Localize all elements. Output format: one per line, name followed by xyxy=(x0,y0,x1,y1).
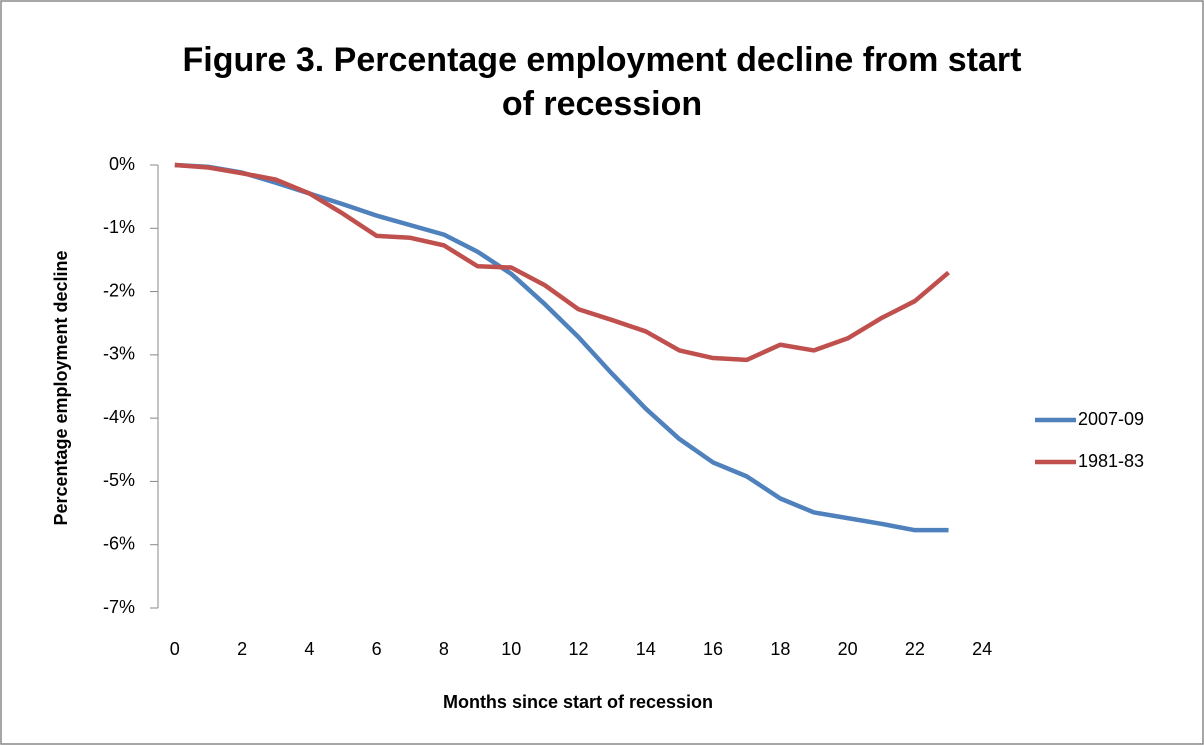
x-tick-label: 2 xyxy=(237,639,247,659)
x-tick-label: 12 xyxy=(568,639,588,659)
x-tick-label: 24 xyxy=(972,639,992,659)
y-tick-label: -1% xyxy=(103,217,135,237)
y-tick-label: -7% xyxy=(103,597,135,617)
x-tick-label: 18 xyxy=(770,639,790,659)
x-tick-label: 4 xyxy=(304,639,314,659)
x-tick-label: 20 xyxy=(838,639,858,659)
series-line xyxy=(174,162,950,363)
x-tick-label: 10 xyxy=(501,639,521,659)
legend-label: 2007-09 xyxy=(1078,409,1144,429)
y-axis-label: Percentage employment decline xyxy=(51,250,71,525)
x-tick-label: 0 xyxy=(170,639,180,659)
x-tick-label: 22 xyxy=(905,639,925,659)
legend-label: 1981-83 xyxy=(1078,451,1144,471)
y-tick-label: -4% xyxy=(103,407,135,427)
x-tick-label: 8 xyxy=(439,639,449,659)
y-tick-label: -2% xyxy=(103,280,135,300)
x-tick-label: 6 xyxy=(372,639,382,659)
chart-title: Figure 3. Percentage employment decline … xyxy=(182,41,1022,123)
x-tick-label: 16 xyxy=(703,639,723,659)
y-tick-label: -6% xyxy=(103,533,135,553)
x-axis-label: Months since start of recession xyxy=(443,692,713,712)
y-tick-label: 0% xyxy=(109,154,135,174)
y-tick-label: -3% xyxy=(103,344,135,364)
y-tick-label: -5% xyxy=(103,470,135,490)
x-tick-label: 14 xyxy=(636,639,656,659)
